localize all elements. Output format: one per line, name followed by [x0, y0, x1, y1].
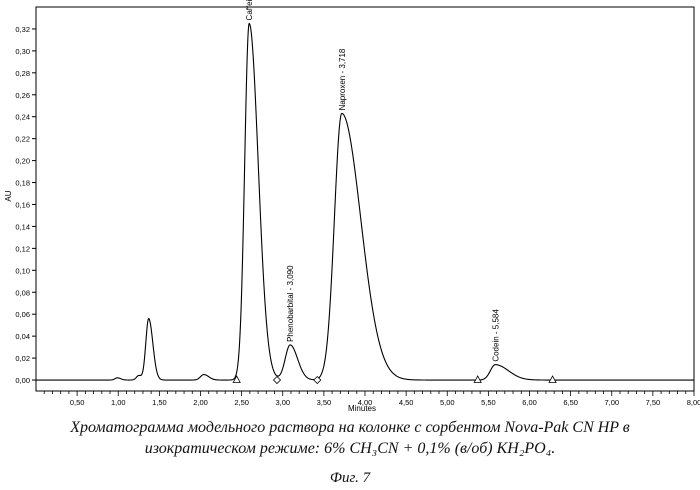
diamond-marker — [273, 377, 280, 384]
plot-frame — [36, 7, 694, 391]
x-tick-label: 6,50 — [563, 398, 578, 407]
y-tick-label: 0,20 — [15, 157, 30, 166]
y-tick-label: 0,26 — [15, 91, 30, 100]
figure-number: Фиг. 7 — [0, 468, 700, 488]
chromatogram-trace — [36, 23, 694, 380]
peak-label: Codein - 5,584 — [491, 309, 500, 362]
x-tick-label: 7,00 — [604, 398, 619, 407]
triangle-marker — [549, 376, 556, 383]
y-tick-label: 0,10 — [15, 266, 30, 275]
y-tick-label: 0,24 — [15, 113, 30, 122]
triangle-marker — [474, 376, 481, 383]
y-tick-label: 0,02 — [15, 354, 30, 363]
x-tick-label: 0,50 — [70, 398, 85, 407]
x-tick-label: 2,00 — [193, 398, 208, 407]
x-tick-label: 3,50 — [317, 398, 332, 407]
caption-line-2: изократическом режиме: 6% CH₃CN + 0,1% (… — [0, 439, 700, 459]
peak-label: Naproxen - 3,718 — [338, 48, 347, 110]
y-tick-label: 0,14 — [15, 222, 30, 231]
y-tick-label: 0,18 — [15, 179, 30, 188]
y-tick-label: 0,00 — [15, 376, 30, 385]
y-axis-label: AU — [4, 190, 13, 201]
x-tick-label: 1,00 — [111, 398, 126, 407]
peak-label: Phenobarbital - 3,090 — [286, 265, 295, 342]
x-tick-label: 8,00 — [687, 398, 700, 407]
x-tick-label: 1,50 — [152, 398, 167, 407]
y-tick-label: 0,22 — [15, 135, 30, 144]
x-tick-label: 4,50 — [399, 398, 414, 407]
y-tick-label: 0,12 — [15, 244, 30, 253]
x-axis-label: Minutes — [348, 404, 376, 413]
y-tick-label: 0,16 — [15, 200, 30, 209]
chromatogram-chart: 0,00 0,02 0,04 0,06 0,08 0,10 0,12 0,14 0,16 0,18… — [0, 0, 700, 415]
x-tick-label: 2,50 — [234, 398, 249, 407]
y-tick-label: 0,32 — [15, 25, 30, 34]
y-tick-label: 0,06 — [15, 310, 30, 319]
x-tick-label: 5,00 — [440, 398, 455, 407]
peak-label: Caffein - 2,592 — [245, 0, 254, 20]
x-tick-label: 7,50 — [646, 398, 661, 407]
x-tick-label: 3,00 — [275, 398, 290, 407]
baseline-markers — [233, 376, 556, 384]
caption-line-1: Хроматограмма модельного раствора на кол… — [0, 418, 700, 438]
y-tick-label: 0,28 — [15, 69, 30, 78]
y-axis: 0,00 0,02 0,04 0,06 0,08 0,10 0,12 0,14 0,16 0,18… — [15, 25, 36, 385]
x-tick-label: 6,00 — [522, 398, 537, 407]
y-tick-label: 0,08 — [15, 288, 30, 297]
triangle-marker — [233, 376, 240, 383]
y-tick-label: 0,30 — [15, 47, 30, 56]
x-tick-label: 5,50 — [481, 398, 496, 407]
y-tick-label: 0,04 — [15, 332, 30, 341]
